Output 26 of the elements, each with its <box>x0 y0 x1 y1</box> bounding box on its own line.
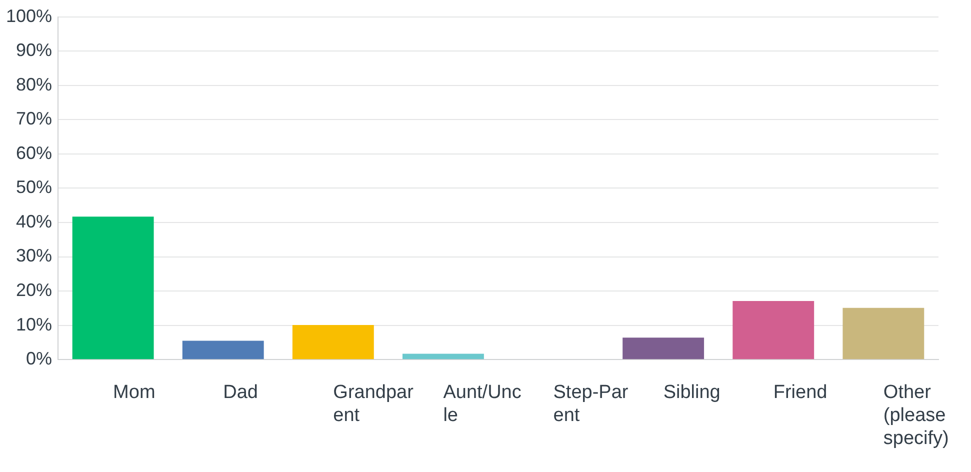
y-tick-label: 50% <box>16 177 52 198</box>
y-tick-label: 0% <box>26 348 52 369</box>
x-tick-label: Dad <box>223 382 258 404</box>
bar <box>402 354 484 360</box>
x-tick-label: Step-Parent <box>553 382 629 426</box>
x-tick-label: Sibling <box>663 382 720 404</box>
x-tick-label: Grandparent <box>333 382 414 426</box>
x-tick-label: Friend <box>773 382 828 404</box>
x-tick-label: Mom <box>113 382 156 404</box>
x-tick-label: Aunt/Uncle <box>443 382 522 426</box>
bar <box>622 338 704 360</box>
x-tick-label: Other (please specify) <box>883 382 949 449</box>
bar <box>732 300 814 360</box>
y-tick-label: 60% <box>16 142 52 163</box>
bar <box>72 216 154 360</box>
y-tick-label: 30% <box>16 246 52 266</box>
y-tick-label: 90% <box>16 40 52 60</box>
bar <box>182 340 264 360</box>
y-tick-label: 70% <box>16 108 52 129</box>
bar <box>292 324 374 360</box>
bar <box>842 308 924 360</box>
y-tick-label: 10% <box>16 314 52 334</box>
y-tick-label: 80% <box>16 74 52 94</box>
y-tick-label: 40% <box>16 211 52 232</box>
y-tick-label: 100% <box>6 6 52 26</box>
y-tick-label: 20% <box>16 280 52 300</box>
